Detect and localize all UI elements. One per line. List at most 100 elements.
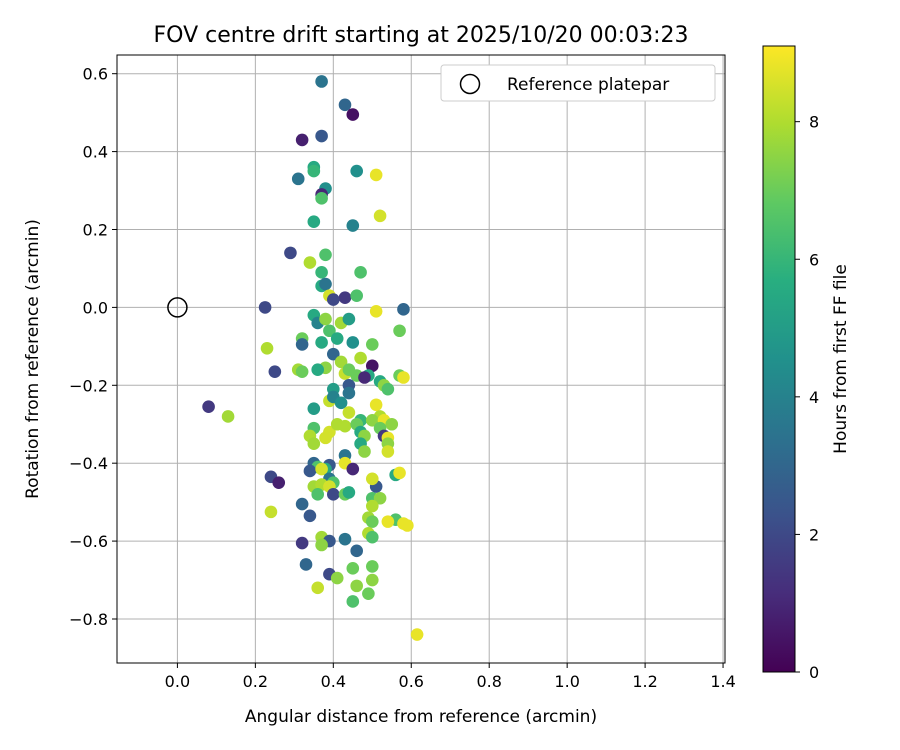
data-point [346, 108, 360, 121]
legend-marker-icon [459, 73, 481, 95]
x-tick-label: 0.6 [399, 672, 424, 691]
data-point [311, 363, 325, 377]
x-axis-label: Angular distance from reference (arcmin) [245, 707, 597, 727]
data-point [365, 472, 379, 486]
data-point [346, 562, 360, 575]
data-point [260, 341, 274, 355]
data-point [299, 558, 313, 571]
data-point [334, 355, 348, 369]
data-point [284, 246, 297, 260]
data-point [315, 462, 328, 476]
data-point [365, 414, 379, 427]
data-point [365, 560, 379, 573]
data-point [311, 488, 325, 501]
data-point [268, 365, 282, 378]
y-tick-label: 0.2 [83, 220, 108, 239]
data-point [350, 579, 363, 593]
data-point [295, 365, 309, 378]
data-point [410, 628, 424, 641]
y-tick-label: 0.0 [83, 298, 108, 317]
data-point [365, 499, 379, 513]
plot-frame [116, 54, 726, 664]
data-point [319, 431, 332, 445]
data-point [338, 98, 352, 112]
data-point [338, 419, 352, 433]
x-tick-label: 0.4 [321, 672, 346, 691]
data-point [295, 133, 309, 147]
data-point [397, 371, 410, 384]
data-point [365, 515, 379, 528]
data-point [295, 536, 309, 550]
grid-lines [117, 55, 725, 663]
data-point [365, 338, 379, 351]
data-point [319, 312, 332, 326]
data-point [342, 486, 356, 499]
colorbar-ticks: 0 2 4 6 8 [795, 113, 819, 682]
data-point [346, 595, 360, 608]
data-point [319, 248, 332, 262]
y-tick-label: 0.6 [83, 65, 108, 84]
data-point [295, 497, 309, 511]
data-point [315, 75, 328, 88]
data-point [323, 324, 336, 338]
data-point [373, 209, 387, 223]
reference-marker [167, 297, 188, 318]
data-point [315, 192, 328, 205]
data-point [393, 324, 406, 338]
colorbar-tick-label: 4 [809, 388, 819, 407]
data-point [307, 437, 321, 451]
data-point [354, 266, 367, 279]
data-point [315, 538, 328, 552]
data-point [327, 488, 340, 501]
data-point [315, 129, 328, 143]
data-point [303, 509, 317, 523]
data-point [385, 417, 399, 431]
x-tick-label: 0.8 [476, 672, 501, 691]
x-tick-label: 0.2 [243, 672, 268, 691]
data-point [258, 301, 272, 314]
data-point [291, 172, 305, 186]
colorbar-tick-label: 8 [809, 113, 819, 132]
data-point [221, 410, 235, 423]
data-point [369, 398, 383, 412]
data-point [307, 402, 321, 415]
data-point [365, 359, 379, 373]
data-point [401, 519, 414, 532]
data-point [369, 168, 383, 182]
data-point [334, 396, 348, 410]
x-axis-ticks: 0.0 0.2 0.4 0.6 0.8 1.0 1.2 1.4 [165, 663, 736, 691]
reference-point [167, 297, 188, 318]
data-point [358, 371, 371, 384]
data-point [311, 581, 325, 595]
data-point [358, 445, 371, 458]
data-point [327, 293, 340, 306]
y-tick-label: 0.4 [83, 143, 108, 162]
legend-box [440, 64, 716, 102]
data-point [381, 445, 395, 458]
legend: Reference platepar [440, 64, 716, 102]
data-point [362, 587, 375, 600]
data-point [342, 386, 356, 400]
data-point [303, 464, 317, 478]
data-point [327, 347, 340, 361]
data-point [330, 571, 344, 585]
data-point [342, 406, 356, 419]
chart-title: FOV centre drift starting at 2025/10/20 … [154, 23, 689, 48]
data-point [319, 277, 332, 291]
data-point [338, 532, 352, 546]
data-point [295, 338, 309, 351]
x-tick-label: 1.0 [554, 672, 579, 691]
data-point [264, 505, 278, 519]
colorbar-tick-label: 0 [809, 663, 819, 682]
colorbar-label: Hours from first FF file [831, 264, 851, 454]
colorbar-tick-label: 6 [809, 250, 819, 269]
data-point [381, 515, 395, 528]
data-point [365, 530, 379, 544]
legend-label: Reference platepar [507, 75, 669, 95]
data-point [315, 336, 328, 349]
data-point [330, 332, 344, 345]
data-point [350, 164, 363, 178]
y-tick-label: −0.2 [69, 376, 108, 395]
data-point [369, 304, 383, 318]
